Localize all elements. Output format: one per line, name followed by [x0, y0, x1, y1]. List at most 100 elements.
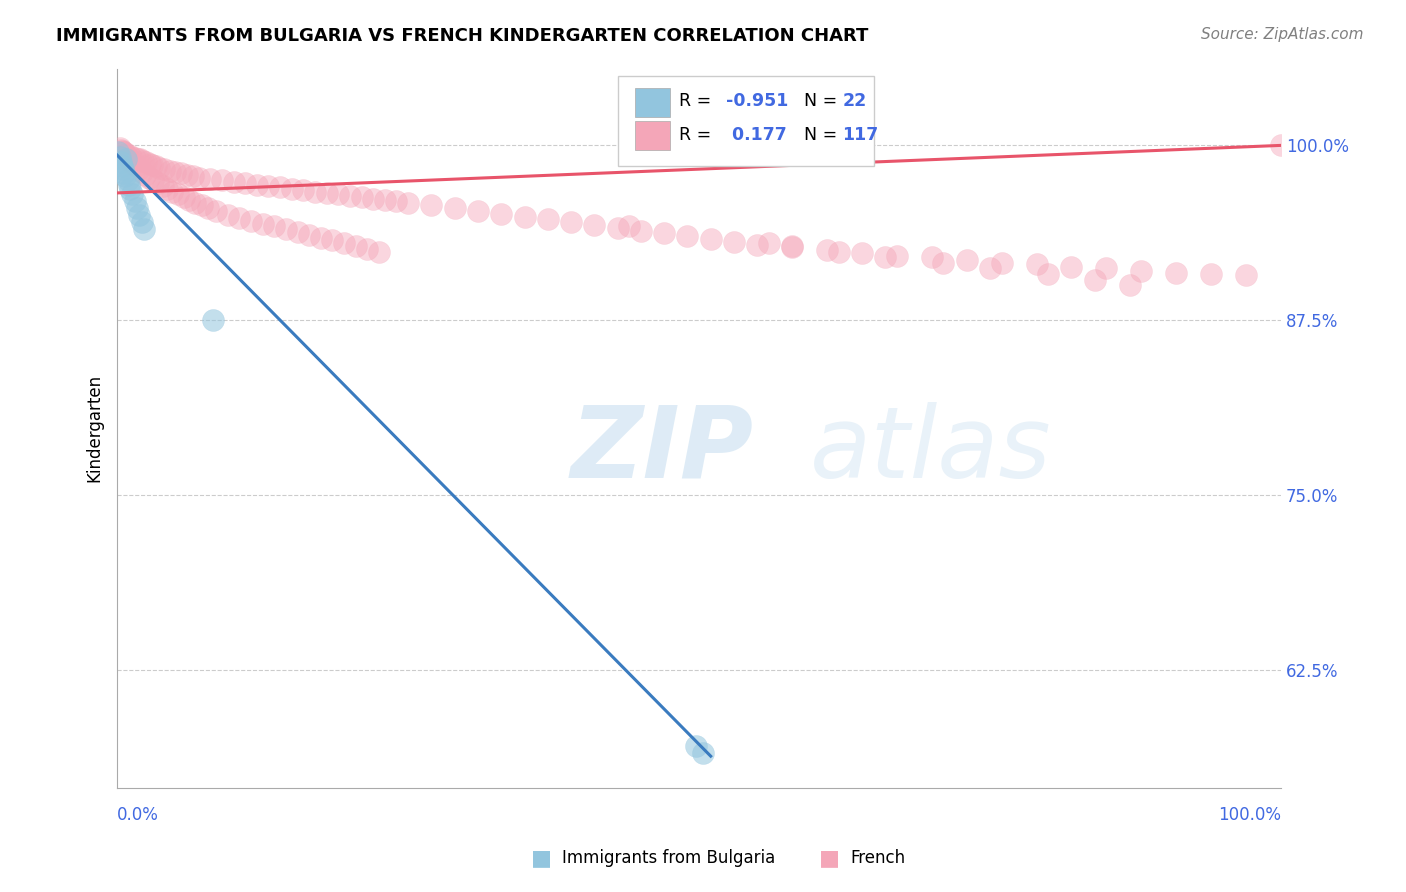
Point — [160, 185, 183, 199]
Text: 117: 117 — [842, 127, 879, 145]
Point — [159, 163, 181, 178]
Point — [630, 224, 652, 238]
Point — [156, 182, 179, 196]
FancyBboxPatch shape — [617, 76, 873, 166]
Point — [127, 153, 149, 167]
Point — [344, 239, 367, 253]
Point — [396, 195, 419, 210]
Point — [780, 240, 803, 254]
Point — [191, 198, 214, 212]
Point — [187, 170, 209, 185]
Bar — [636, 121, 671, 150]
Point — [263, 219, 285, 234]
Point — [1118, 278, 1140, 293]
Point — [287, 225, 309, 239]
Point — [205, 204, 228, 219]
Point — [124, 151, 146, 165]
Point — [1060, 260, 1083, 274]
Point — [131, 215, 153, 229]
Point — [692, 747, 714, 761]
Point — [108, 150, 131, 164]
Point — [107, 145, 129, 160]
Point — [361, 192, 384, 206]
Text: 0.0%: 0.0% — [117, 806, 159, 824]
Point — [129, 153, 152, 167]
Text: Immigrants from Bulgaria: Immigrants from Bulgaria — [562, 849, 776, 867]
Point — [173, 190, 195, 204]
Point — [652, 227, 675, 241]
Point — [200, 172, 222, 186]
Point — [121, 187, 143, 202]
Point — [165, 165, 187, 179]
Point — [128, 162, 150, 177]
Bar — [636, 88, 671, 117]
Point — [304, 185, 326, 199]
Point — [184, 195, 207, 210]
Point — [315, 186, 337, 200]
Point — [166, 187, 188, 202]
Point — [211, 173, 233, 187]
Point — [356, 242, 378, 256]
Point — [676, 229, 699, 244]
Point — [181, 169, 204, 183]
Point — [420, 198, 443, 212]
Text: 100.0%: 100.0% — [1218, 806, 1281, 824]
Point — [385, 194, 408, 209]
Point — [269, 180, 291, 194]
Point — [443, 202, 465, 216]
Point — [747, 237, 769, 252]
Point — [142, 173, 165, 187]
Point — [292, 183, 315, 197]
Point — [139, 156, 162, 170]
Point — [111, 159, 134, 173]
Point — [467, 204, 489, 219]
Point — [118, 178, 141, 192]
Point — [115, 153, 138, 167]
Point — [560, 215, 582, 229]
Point — [1270, 138, 1292, 153]
Point — [1130, 264, 1153, 278]
Text: N =: N = — [793, 127, 844, 145]
Point — [115, 146, 138, 161]
Point — [489, 207, 512, 221]
Point — [537, 212, 560, 227]
Point — [350, 190, 373, 204]
Point — [125, 202, 148, 216]
Point — [112, 145, 135, 160]
Text: ■: ■ — [820, 848, 839, 868]
Point — [1095, 261, 1118, 276]
Point — [246, 178, 269, 192]
Y-axis label: Kindergarten: Kindergarten — [86, 375, 103, 483]
Point — [1084, 272, 1107, 286]
Text: R =: R = — [679, 127, 717, 145]
Point — [217, 208, 239, 222]
Point — [780, 239, 803, 253]
Point — [274, 222, 297, 236]
Point — [131, 165, 153, 179]
Point — [240, 214, 263, 228]
Point — [146, 176, 169, 190]
Point — [1234, 268, 1257, 283]
Point — [723, 235, 745, 249]
Point — [828, 244, 851, 259]
Point — [111, 144, 134, 158]
Point — [110, 155, 132, 169]
Point — [135, 155, 157, 169]
Point — [979, 261, 1001, 276]
Point — [124, 194, 146, 209]
Text: Source: ZipAtlas.com: Source: ZipAtlas.com — [1201, 27, 1364, 42]
Point — [152, 162, 174, 177]
Point — [990, 256, 1012, 270]
Text: N =: N = — [793, 92, 844, 110]
Point — [333, 236, 356, 251]
Point — [886, 249, 908, 263]
Point — [118, 153, 141, 168]
Point — [145, 159, 167, 173]
Point — [112, 166, 135, 180]
Point — [121, 156, 143, 170]
Point — [1025, 257, 1047, 271]
Point — [619, 219, 641, 234]
Text: -0.951: -0.951 — [725, 92, 789, 110]
Point — [815, 244, 838, 258]
Point — [298, 227, 321, 242]
